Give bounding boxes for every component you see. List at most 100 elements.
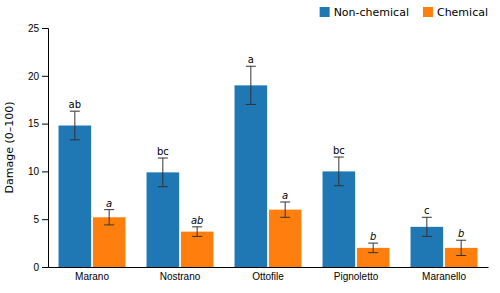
x-tick-label: Maranello bbox=[422, 271, 466, 282]
legend-item: Non-chemical bbox=[320, 6, 409, 19]
y-tick-label: 20 bbox=[28, 71, 40, 82]
y-tick-label: 5 bbox=[33, 214, 39, 225]
error-bar-cap bbox=[104, 224, 114, 225]
error-bar-cap bbox=[368, 252, 378, 253]
x-tick: Pignoletto bbox=[334, 267, 379, 282]
error-bar-stem bbox=[426, 217, 427, 236]
y-axis-line bbox=[42, 29, 49, 268]
error-bar bbox=[246, 66, 256, 104]
y-tick: 20 bbox=[28, 71, 48, 82]
x-tick-label: Marano bbox=[75, 271, 109, 282]
error-bar-cap bbox=[334, 185, 344, 186]
error-bar-cap bbox=[158, 158, 168, 159]
y-tick-mark bbox=[42, 219, 48, 220]
error-bar-cap bbox=[280, 217, 290, 218]
error-bar-stem bbox=[162, 158, 163, 187]
bar bbox=[181, 232, 214, 267]
y-tick: 5 bbox=[33, 214, 48, 225]
x-tick: Maranello bbox=[422, 267, 466, 282]
significance-label: a bbox=[106, 198, 112, 209]
chart: 0 5 10 15 20 25 Marano Nostrano Ottofile Pignolet… bbox=[0, 0, 500, 293]
y-tick: 25 bbox=[28, 23, 48, 34]
error-bar-cap bbox=[422, 217, 432, 218]
error-bar bbox=[192, 227, 202, 237]
y-tick-mark bbox=[42, 124, 48, 125]
error-bar-stem bbox=[373, 243, 374, 253]
series bbox=[59, 66, 444, 267]
x-tick-label: Pignoletto bbox=[334, 271, 379, 282]
y-tick: 10 bbox=[28, 166, 48, 177]
y-tick-mark bbox=[42, 171, 48, 172]
bar bbox=[323, 171, 356, 267]
error-bar-cap bbox=[246, 104, 256, 105]
error-bar-cap bbox=[70, 139, 80, 140]
error-bar-cap bbox=[422, 236, 432, 237]
y-axis: 0 5 10 15 20 25 bbox=[28, 23, 49, 273]
error-bar-stem bbox=[197, 227, 198, 237]
y-tick-mark bbox=[42, 76, 48, 77]
significance-label: b bbox=[458, 228, 464, 239]
bar bbox=[269, 210, 302, 267]
legend-swatch bbox=[423, 7, 433, 17]
legend-label: Non-chemical bbox=[334, 6, 409, 19]
significance-label: ab bbox=[191, 215, 203, 226]
y-tick-label: 15 bbox=[28, 118, 40, 129]
significance-label: a bbox=[282, 190, 288, 201]
y-tick-label: 0 bbox=[33, 262, 39, 273]
error-bar-cap bbox=[368, 243, 378, 244]
x-tick: Nostrano bbox=[160, 267, 201, 282]
legend-swatch bbox=[320, 7, 330, 17]
y-tick: 0 bbox=[33, 262, 48, 273]
y-tick-label: 25 bbox=[28, 23, 40, 34]
significance-label: ab bbox=[69, 99, 81, 110]
x-tick-label: Nostrano bbox=[160, 271, 201, 282]
error-bar-cap bbox=[456, 255, 466, 256]
y-tick: 15 bbox=[28, 118, 48, 129]
error-bar-stem bbox=[285, 202, 286, 217]
significance-label: bc bbox=[157, 146, 169, 157]
x-tick: Ottofile bbox=[252, 267, 284, 282]
error-bar-stem bbox=[250, 66, 251, 104]
plot: 0 5 10 15 20 25 Marano Nostrano Ottofile Pignolet… bbox=[28, 23, 489, 282]
error-bar-stem bbox=[338, 157, 339, 186]
error-bar-stem bbox=[109, 210, 110, 225]
error-bar-cap bbox=[246, 66, 256, 67]
y-tick-mark bbox=[42, 28, 48, 29]
y-tick-label: 10 bbox=[28, 166, 40, 177]
error-bar-cap bbox=[70, 111, 80, 112]
error-bar bbox=[70, 111, 80, 140]
series bbox=[93, 202, 478, 267]
bar bbox=[147, 172, 180, 267]
y-axis-title: Damage (0–100) bbox=[3, 102, 16, 194]
error-bar-cap bbox=[280, 201, 290, 202]
error-bar-stem bbox=[461, 240, 462, 255]
error-bar-stem bbox=[74, 111, 75, 140]
significance-label: a bbox=[248, 54, 254, 65]
legend-label: Chemical bbox=[437, 6, 488, 19]
bar bbox=[235, 85, 268, 267]
x-axis: Marano Nostrano Ottofile Pignoletto Maranell… bbox=[49, 267, 489, 282]
error-bar-cap bbox=[456, 240, 466, 241]
x-tick-label: Ottofile bbox=[252, 271, 284, 282]
bar-annotations: abbcabccaababb bbox=[69, 54, 465, 242]
significance-label: bc bbox=[333, 145, 345, 156]
x-tick: Marano bbox=[75, 267, 109, 282]
error-bar-cap bbox=[334, 157, 344, 158]
significance-label: b bbox=[370, 231, 376, 242]
error-bar bbox=[334, 157, 344, 186]
legend: Non-chemical Chemical bbox=[320, 6, 488, 19]
error-bar-cap bbox=[158, 186, 168, 187]
error-bar bbox=[104, 210, 114, 225]
bar bbox=[59, 126, 92, 267]
error-bar bbox=[368, 243, 378, 253]
significance-label: c bbox=[424, 205, 430, 216]
error-bar bbox=[422, 217, 432, 236]
marks bbox=[59, 66, 478, 267]
error-bar-cap bbox=[192, 226, 202, 227]
y-tick-mark bbox=[42, 267, 48, 268]
error-bar-cap bbox=[192, 236, 202, 237]
x-axis-line bbox=[49, 267, 489, 268]
error-bar bbox=[456, 240, 466, 255]
error-bar bbox=[158, 158, 168, 187]
bar bbox=[93, 217, 126, 267]
